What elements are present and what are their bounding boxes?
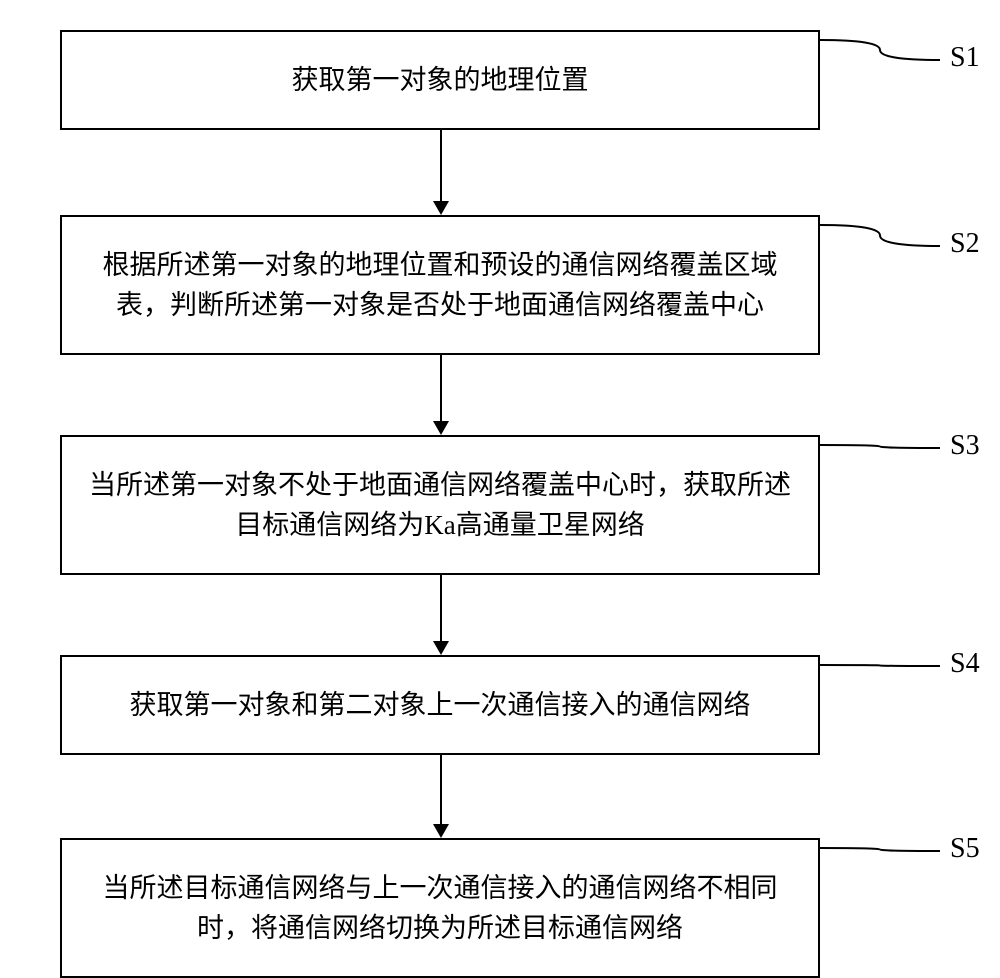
connector-1 [440, 130, 442, 201]
connector-3 [440, 575, 442, 641]
step-s1-leader [818, 20, 950, 80]
step-s1-text: 获取第一对象的地理位置 [82, 60, 798, 101]
arrow-2 [433, 421, 449, 435]
step-s3-leader [818, 425, 950, 468]
step-s1-label: S1 [950, 42, 980, 74]
connector-2 [440, 355, 442, 421]
step-s4-box: 获取第一对象和第二对象上一次通信接入的通信网络 [60, 655, 820, 755]
step-s5-text: 当所述目标通信网络与上一次通信接入的通信网络不相同时，将通信网络切换为所述目标通… [82, 868, 798, 949]
step-s4-leader [818, 645, 950, 686]
step-s5-box: 当所述目标通信网络与上一次通信接入的通信网络不相同时，将通信网络切换为所述目标通… [60, 838, 820, 978]
step-s2-text: 根据所述第一对象的地理位置和预设的通信网络覆盖区域表，判断所述第一对象是否处于地… [82, 245, 798, 326]
step-s3-box: 当所述第一对象不处于地面通信网络覆盖中心时，获取所述目标通信网络为Ka高通量卫星… [60, 435, 820, 575]
arrow-4 [433, 824, 449, 838]
step-s5-label: S5 [950, 833, 980, 865]
step-s3-text: 当所述第一对象不处于地面通信网络覆盖中心时，获取所述目标通信网络为Ka高通量卫星… [82, 465, 798, 546]
step-s4-text: 获取第一对象和第二对象上一次通信接入的通信网络 [82, 685, 798, 726]
step-s2-label: S2 [950, 228, 980, 260]
step-s1-box: 获取第一对象的地理位置 [60, 30, 820, 130]
step-s4-label: S4 [950, 648, 980, 680]
arrow-3 [433, 641, 449, 655]
flowchart-canvas: 获取第一对象的地理位置 S1 根据所述第一对象的地理位置和预设的通信网络覆盖区域… [0, 0, 1000, 955]
step-s3-label: S3 [950, 430, 980, 462]
step-s2-leader [818, 205, 950, 266]
step-s2-box: 根据所述第一对象的地理位置和预设的通信网络覆盖区域表，判断所述第一对象是否处于地… [60, 215, 820, 355]
step-s5-leader [818, 828, 950, 871]
arrow-1 [433, 201, 449, 215]
connector-4 [440, 755, 442, 824]
